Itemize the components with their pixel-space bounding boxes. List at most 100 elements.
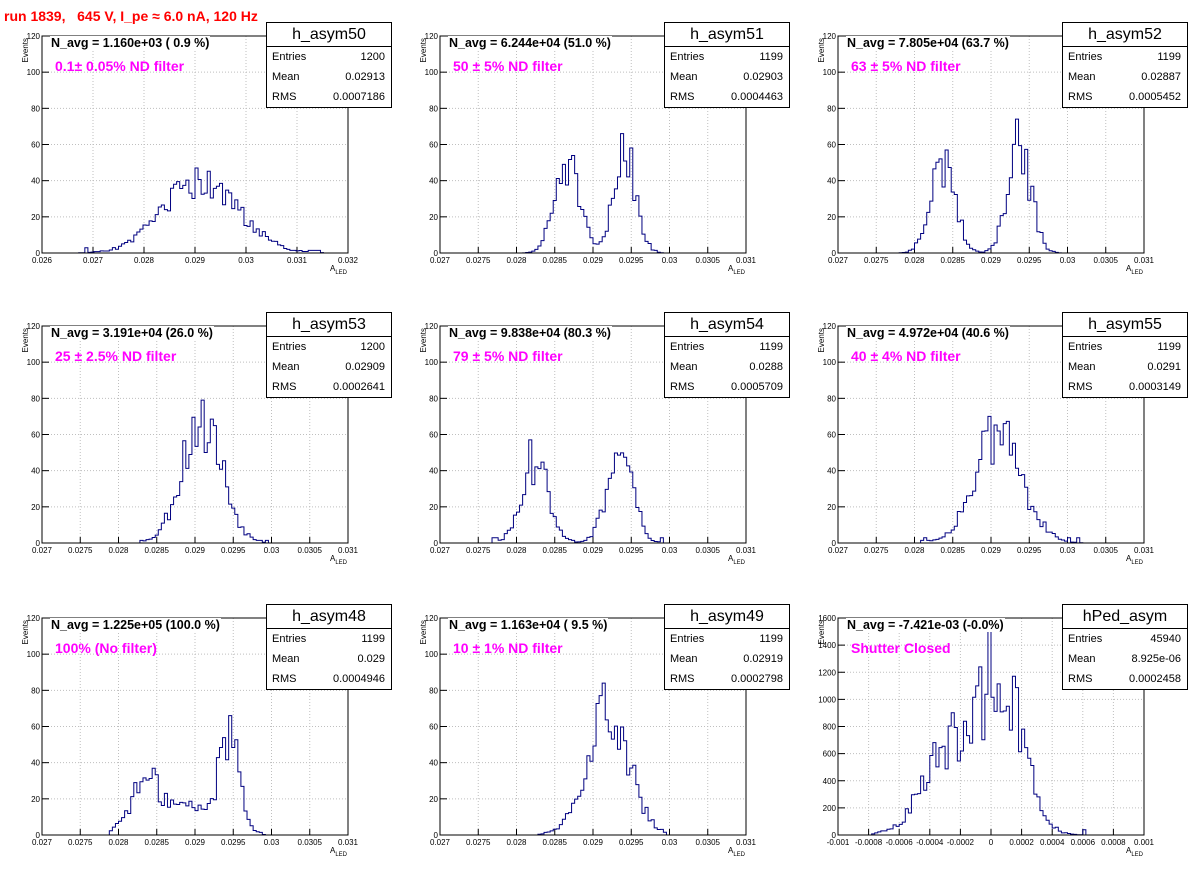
y-tick-label: 600 [823, 750, 837, 759]
x-tick-label: -0.001 [827, 838, 850, 847]
stats-label-mean: Mean [272, 71, 300, 83]
stats-row-mean: Mean 0.029 [267, 649, 391, 669]
stats-value-rms: 0.0003149 [1129, 381, 1181, 393]
x-tick-label: 0.0305 [696, 546, 721, 555]
stats-row-mean: Mean 0.02909 [267, 357, 391, 377]
x-tick-label: 0.029 [981, 256, 1002, 265]
y-tick-label: 800 [823, 723, 837, 732]
stats-label-rms: RMS [670, 91, 695, 103]
histogram-name: h_asym52 [1063, 23, 1187, 47]
x-tick-label: 0.0004 [1040, 838, 1065, 847]
x-tick-label: 0.0002 [1009, 838, 1034, 847]
filter-label: 10 ± 1% ND filter [453, 640, 563, 656]
y-tick-label: 40 [827, 467, 836, 476]
histogram-panel: -0.001 -0.0008 -0.0006 -0.0004 -0.0002 0 0.000… [796, 582, 1188, 872]
navg-label: N_avg = -7.421e-03 (-0.0%) [846, 618, 1005, 632]
x-tick-label: 0.031 [287, 256, 308, 265]
y-tick-label: 80 [31, 686, 40, 695]
x-tick-label: 0.0275 [466, 256, 491, 265]
y-tick-label: 40 [31, 759, 40, 768]
y-tick-label: 40 [429, 759, 438, 768]
x-axis-title-subscript: LED [733, 852, 745, 858]
y-tick-label: 0 [36, 831, 41, 840]
y-tick-label: 100 [27, 650, 41, 659]
x-tick-label: 0.0285 [941, 546, 966, 555]
y-tick-label: 120 [823, 32, 837, 41]
y-tick-label: 0 [434, 831, 439, 840]
filter-label: Shutter Closed [851, 640, 951, 656]
x-tick-label: 0.0285 [145, 838, 170, 847]
x-axis-title: ALED [728, 264, 746, 276]
x-tick-label: 0.028 [108, 838, 129, 847]
y-tick-label: 20 [429, 795, 438, 804]
x-tick-label: 0.03 [662, 838, 678, 847]
y-tick-label: 1200 [818, 668, 836, 677]
histogram-line [42, 715, 348, 836]
histogram-name: h_asym53 [267, 313, 391, 337]
navg-label: N_avg = 1.163e+04 ( 9.5 %) [448, 618, 609, 632]
y-tick-label: 40 [31, 467, 40, 476]
x-tick-label: 0.03 [662, 546, 678, 555]
filter-label: 40 ± 4% ND filter [851, 348, 961, 364]
y-tick-label: 0 [36, 539, 41, 548]
y-tick-label: 0 [832, 831, 837, 840]
histogram-plot: 0.027 0.0275 0.028 0.0285 0.029 0.0295 0.03 0.0… [21, 322, 359, 566]
x-tick-label: -0.0004 [916, 838, 944, 847]
y-tick-label: 80 [827, 394, 836, 403]
stats-value-mean: 0.0291 [1147, 361, 1181, 373]
x-tick-label: 0.0006 [1071, 838, 1096, 847]
navg-label: N_avg = 1.160e+03 ( 0.9 %) [50, 36, 211, 50]
histogram-name: h_asym54 [665, 313, 789, 337]
x-axis-title: ALED [728, 554, 746, 566]
stats-value-mean: 0.02903 [743, 71, 783, 83]
y-axis-title: Events [817, 620, 826, 644]
y-tick-label: 60 [429, 141, 438, 150]
y-tick-label: 120 [425, 32, 439, 41]
y-tick-label: 60 [429, 431, 438, 440]
stats-label-mean: Mean [670, 361, 698, 373]
navg-label: N_avg = 3.191e+04 (26.0 %) [50, 326, 214, 340]
stats-row-mean: Mean 0.0288 [665, 357, 789, 377]
stats-label-rms: RMS [272, 91, 297, 103]
stats-value-entries: 1200 [360, 341, 385, 353]
filter-label: 50 ± 5% ND filter [453, 58, 563, 74]
x-axis-title: ALED [1126, 554, 1144, 566]
x-tick-label: 0.027 [828, 256, 849, 265]
x-axis-title-subscript: LED [733, 560, 745, 566]
x-tick-label: 0.0295 [221, 546, 246, 555]
y-tick-label: 100 [27, 358, 41, 367]
x-tick-label: 0.03 [1060, 256, 1076, 265]
x-axis-title: ALED [1126, 264, 1144, 276]
histogram-panel: 0.027 0.0275 0.028 0.0285 0.029 0.0295 0.03 0.0… [0, 290, 392, 580]
stats-label-rms: RMS [670, 381, 695, 393]
y-axis-title: Events [817, 38, 826, 62]
x-tick-label: 0.0295 [619, 838, 644, 847]
histogram-line [42, 167, 348, 254]
stats-label-rms: RMS [1068, 673, 1093, 685]
histogram-panel: 0.027 0.0275 0.028 0.0285 0.029 0.0295 0.03 0.0… [398, 582, 790, 872]
stats-row-mean: Mean 8.925e-06 [1063, 649, 1187, 669]
stats-value-rms: 0.0004946 [333, 673, 385, 685]
y-tick-label: 400 [823, 777, 837, 786]
navg-label: N_avg = 1.225e+05 (100.0 %) [50, 618, 221, 632]
stats-value-rms: 0.0007186 [333, 91, 385, 103]
y-tick-label: 120 [27, 322, 41, 331]
x-tick-label: 0.031 [736, 256, 757, 265]
x-axis-title-main: A [1126, 264, 1132, 273]
stats-box: h_asym54 Entries 1199 Mean 0.0288 RMS 0.000570… [664, 312, 790, 398]
y-tick-label: 100 [823, 358, 837, 367]
histogram-plot: 0.027 0.0275 0.028 0.0285 0.029 0.0295 0.03 0.0… [21, 614, 359, 858]
x-tick-label: 0.0275 [864, 546, 889, 555]
stats-row-mean: Mean 0.02913 [267, 67, 391, 87]
x-tick-label: 0.028 [134, 256, 155, 265]
histogram-name: h_asym55 [1063, 313, 1187, 337]
x-axis-title-main: A [728, 846, 734, 855]
x-tick-label: 0.03 [264, 546, 280, 555]
y-tick-label: 0 [832, 539, 837, 548]
stats-row-mean: Mean 0.02903 [665, 67, 789, 87]
x-tick-label: 0.029 [583, 838, 604, 847]
stats-label-entries: Entries [670, 341, 705, 353]
stats-label-mean: Mean [272, 653, 300, 665]
y-tick-label: 60 [31, 141, 40, 150]
x-tick-label: 0.03 [264, 838, 280, 847]
